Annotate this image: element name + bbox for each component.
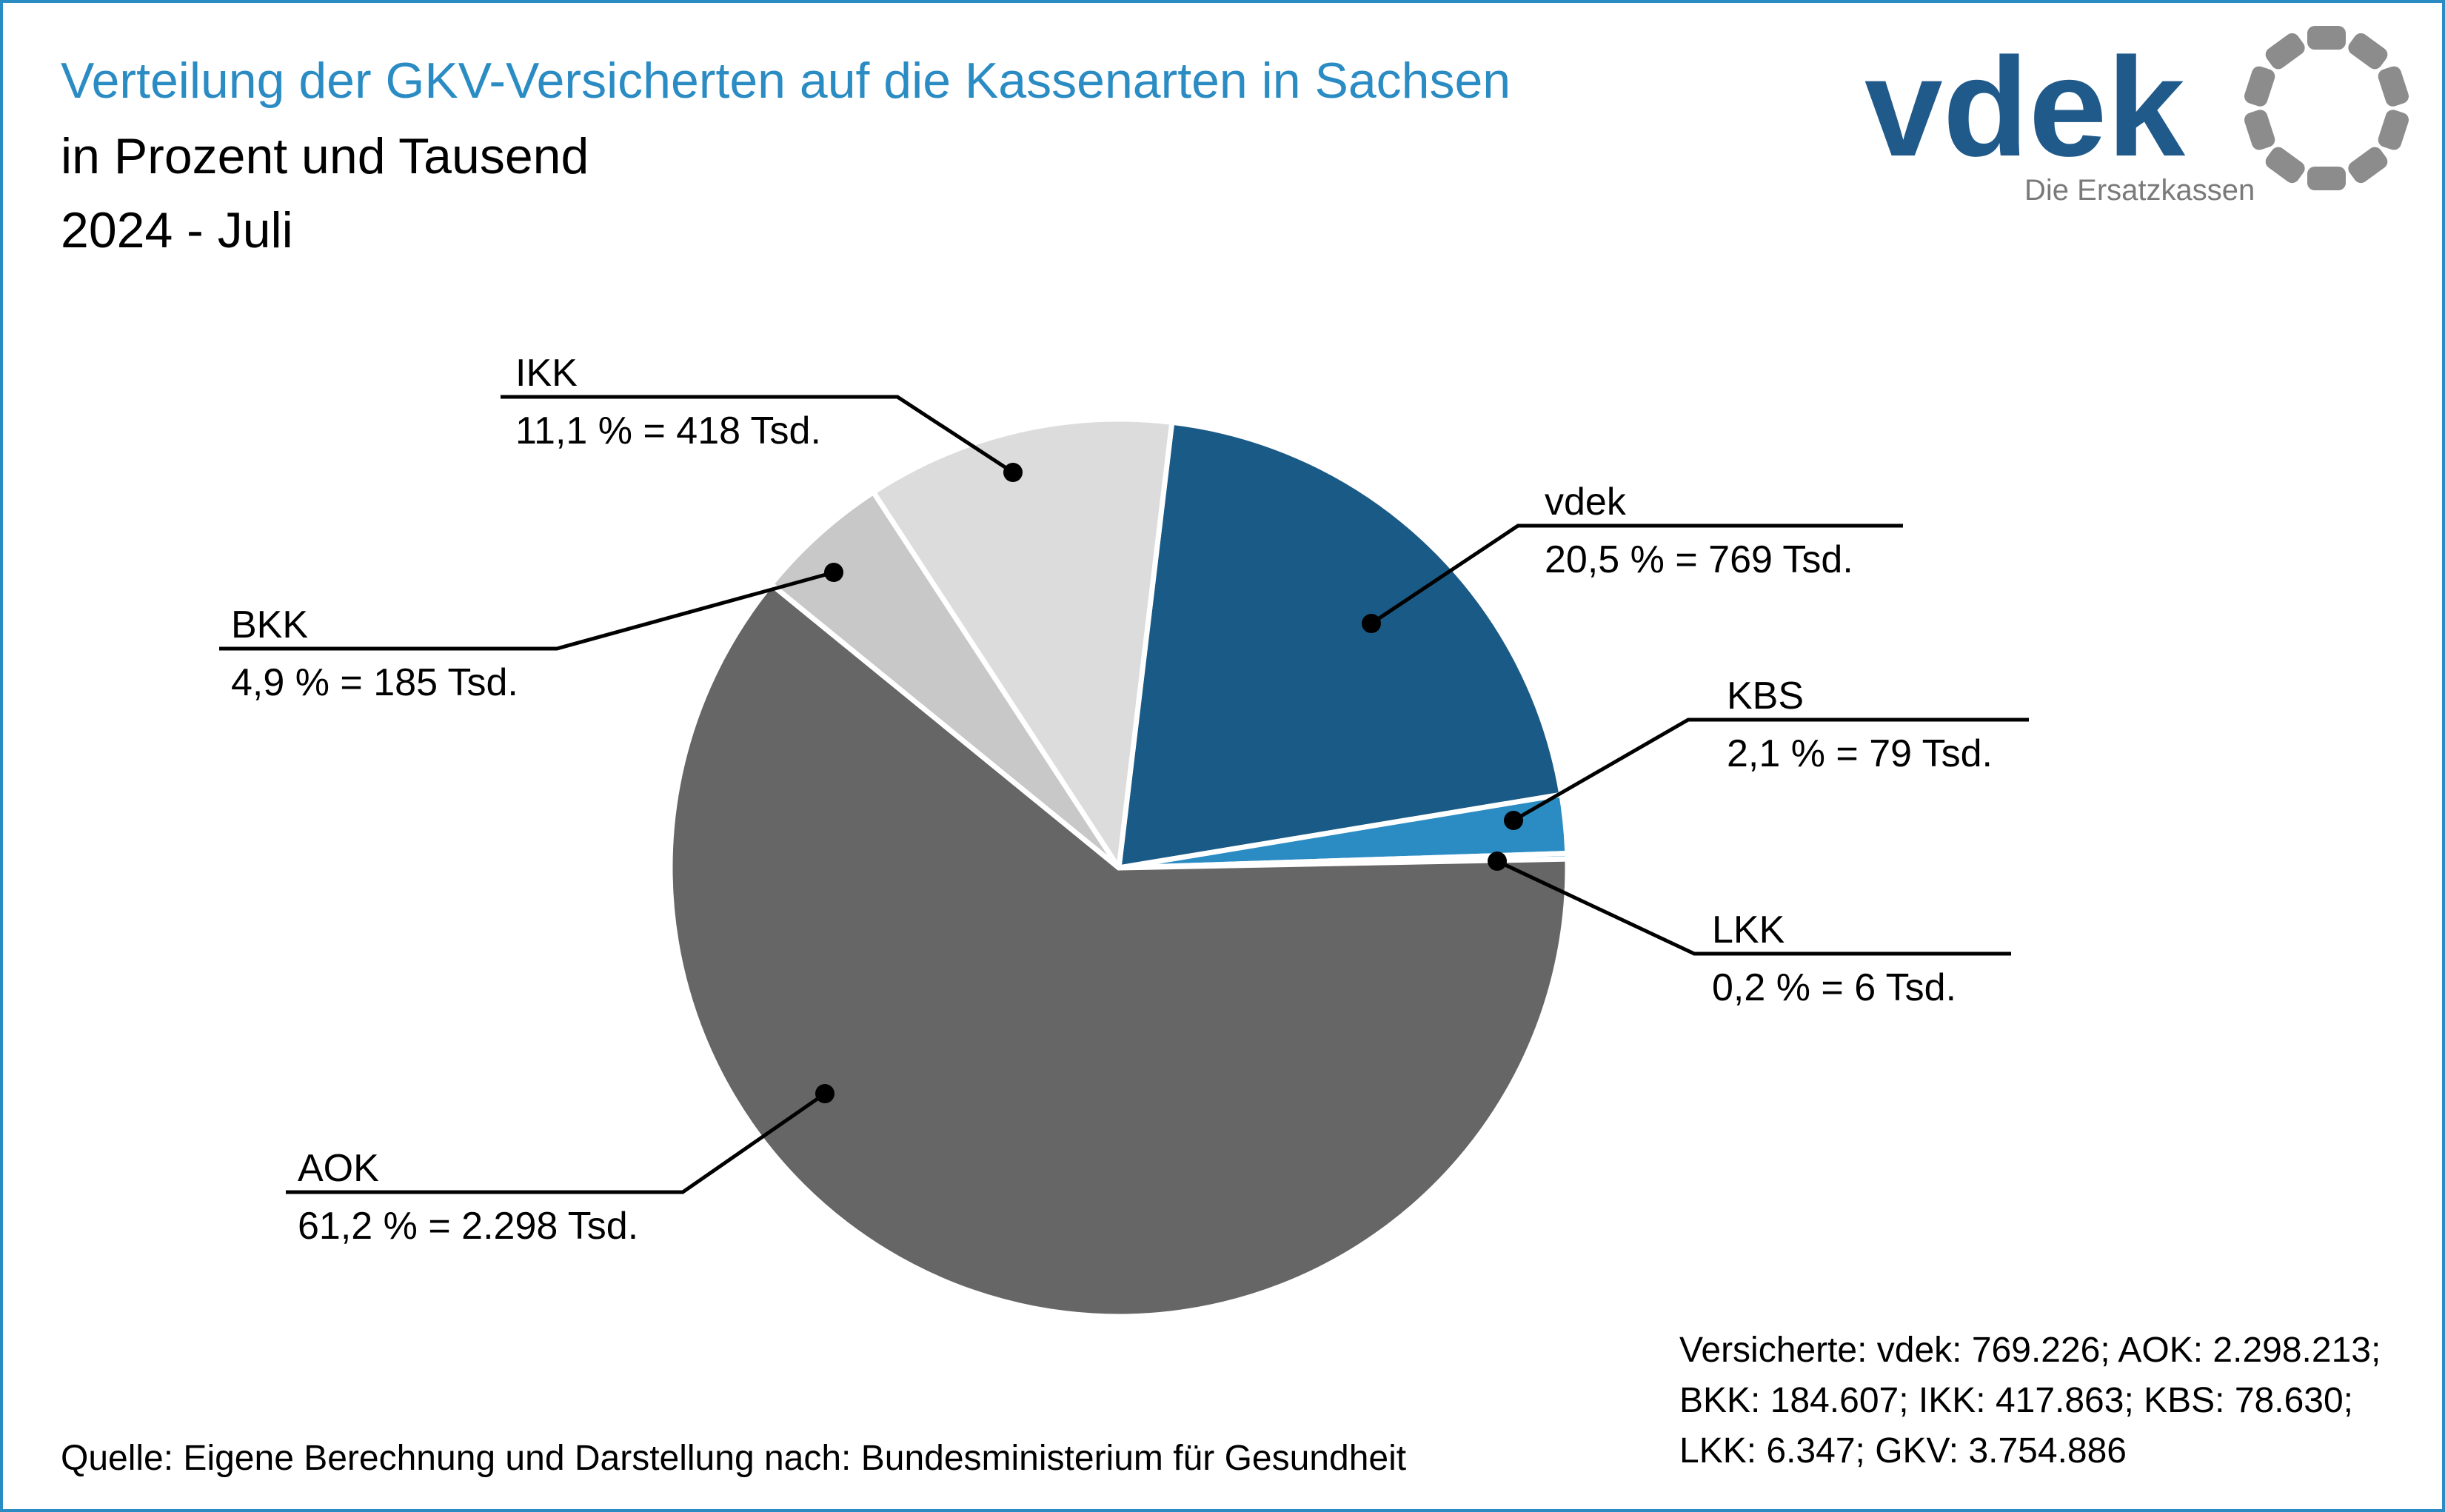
pie-slice-aok xyxy=(667,581,1571,1319)
slice-label-ikk: IKK xyxy=(515,352,578,395)
slice-label-bkk: BKK xyxy=(231,603,308,646)
leader-dot-aok xyxy=(815,1084,834,1103)
leader-line-lkk xyxy=(1496,859,2011,956)
leader-line-kbs xyxy=(1512,717,2029,823)
leader-dot-bkk xyxy=(824,563,843,582)
logo-ring-icon xyxy=(2244,26,2409,190)
logo-ring-segment xyxy=(2244,66,2275,107)
logo-ring-segment xyxy=(2348,147,2388,184)
logo-ring-segment xyxy=(2265,33,2305,70)
slice-value-kbs: 2,1 % = 79 Tsd. xyxy=(1727,732,1993,775)
chart-period: 2024 - Juli xyxy=(61,202,293,258)
leader-dot-ikk xyxy=(1003,463,1023,482)
chart-title: Verteilung der GKV-Versicherten auf die … xyxy=(61,53,1511,109)
leader-dot-kbs xyxy=(1504,811,1523,830)
logo-wordmark: vdek xyxy=(1864,29,2185,186)
slice-value-ikk: 11,1 % = 418 Tsd. xyxy=(515,409,821,452)
leader-line-vdek xyxy=(1370,523,1903,626)
leader-line-aok xyxy=(286,1091,826,1194)
logo-tagline: Die Ersatzkassen xyxy=(2024,174,2255,207)
logo-ring-segment xyxy=(2348,33,2388,70)
slice-value-vdek: 20,5 % = 769 Tsd. xyxy=(1545,538,1853,581)
slice-value-bkk: 4,9 % = 185 Tsd. xyxy=(231,661,518,704)
slice-value-lkk: 0,2 % = 6 Tsd. xyxy=(1712,966,1956,1009)
slice-label-kbs: KBS xyxy=(1727,675,1804,717)
leader-dot-vdek xyxy=(1362,614,1381,633)
logo-ring-segment xyxy=(2244,110,2275,150)
logo-ring-segment xyxy=(2307,167,2346,190)
logo-ring-segment xyxy=(2307,26,2346,50)
pie-leader-lines xyxy=(219,395,2029,1194)
pie-slice-ikk xyxy=(871,416,1175,871)
pie-slice-vdek xyxy=(1116,419,1565,871)
vdek-logo: vdek Die Ersatzkassen xyxy=(1864,26,2409,207)
totals-line-3: LKK: 6.347; GKV: 3.754.886 xyxy=(1679,1431,2127,1471)
slice-value-aok: 61,2 % = 2.298 Tsd. xyxy=(298,1205,638,1248)
totals-line-2: BKK: 184.607; IKK: 417.863; KBS: 78.630; xyxy=(1679,1381,2353,1420)
logo-ring-segment xyxy=(2378,66,2409,107)
source-note: Quelle: Eigene Berechnung und Darstellun… xyxy=(61,1439,1407,1478)
pie-slice-bkk xyxy=(768,489,1122,871)
logo-ring-segment xyxy=(2265,147,2305,184)
logo-ring-segment xyxy=(2378,110,2409,150)
totals-line-1: Versicherte: vdek: 769.226; AOK: 2.298.2… xyxy=(1679,1331,2381,1370)
leader-line-bkk xyxy=(219,570,834,651)
leader-line-ikk xyxy=(501,395,1014,475)
slice-label-aok: AOK xyxy=(298,1147,379,1190)
pie-labels: vdek 20,5 % = 769 Tsd. KBS 2,1 % = 79 Tsd. L… xyxy=(231,352,1993,1248)
chart-subtitle: in Prozent und Tausend xyxy=(61,128,589,184)
slice-label-lkk: LKK xyxy=(1712,909,1785,951)
pie-slices xyxy=(667,416,1571,1319)
slice-label-vdek: vdek xyxy=(1545,481,1627,523)
leader-dot-lkk xyxy=(1488,852,1507,871)
